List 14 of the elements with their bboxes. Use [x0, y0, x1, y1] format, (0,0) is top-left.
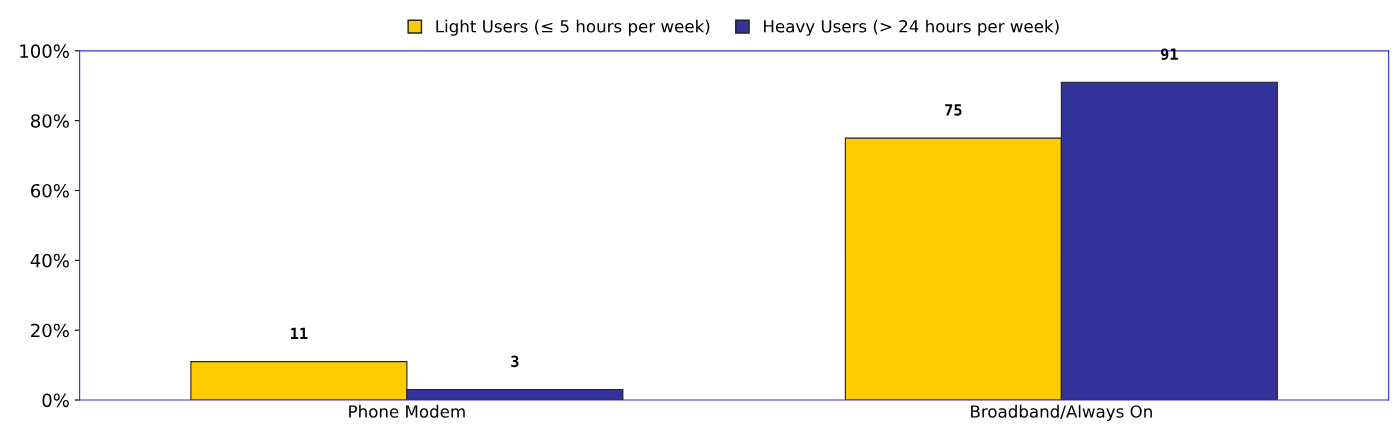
data-label: 75	[945, 104, 962, 116]
data-label: 11	[291, 327, 308, 339]
legend-label: Heavy Users (> 24 hours per week)	[764, 19, 1059, 36]
x-tick-label: Phone Modem	[349, 404, 465, 418]
y-tick-label: 60%	[31, 183, 69, 198]
legend-label: Light Users (≤ 5 hours per week)	[436, 19, 710, 36]
data-label: 91	[1160, 48, 1178, 60]
data-label: 3	[511, 355, 519, 368]
y-tick-label: 100%	[20, 44, 69, 58]
y-tick-label: 0%	[42, 393, 69, 408]
x-tick-label: Broadband/Always On	[971, 404, 1152, 421]
y-tick-label: 40%	[30, 253, 69, 268]
y-tick-label: 20%	[31, 323, 69, 338]
y-tick-label: 80%	[31, 114, 69, 128]
